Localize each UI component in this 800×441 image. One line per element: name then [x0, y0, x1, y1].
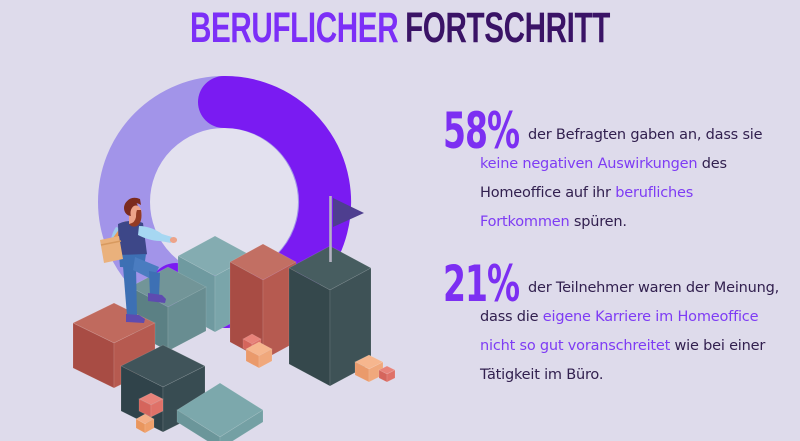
cube-flat-slab — [176, 382, 264, 441]
stat-text-21: der Teilnehmer waren der Meinung, dass d… — [480, 274, 788, 390]
person-left-shoe — [148, 293, 166, 303]
person-hair-quiff — [125, 197, 141, 208]
stat-percent-58: 58% — [443, 102, 520, 160]
isometric-blocks — [72, 196, 396, 441]
cube-dark-teal — [120, 344, 206, 433]
stat-58-line-4: Fortkommen spüren. — [480, 214, 627, 230]
cube-small-pink — [138, 392, 164, 418]
cube-tower — [288, 245, 372, 387]
stat-21-line-4: Tätigkeit im Büro. — [480, 367, 604, 383]
stat-58-line-1: der Befragten gaben an, dass sie — [528, 127, 763, 143]
donut-inner-disc — [149, 127, 299, 277]
stat-block-58: 58% der Befragten gaben an, dass sie kei… — [443, 106, 788, 237]
page-title: BERUFLICHER FORTSCHRITT — [96, 4, 704, 52]
cube-orange-tower-base — [354, 354, 384, 383]
stat-text-58: der Befragten gaben an, dass sie keine n… — [480, 121, 788, 237]
person-beard — [129, 210, 142, 227]
flag-group — [329, 196, 364, 262]
person-hand — [169, 237, 178, 243]
stat-21-line-3: nicht so gut voranschreitet wie bei eine… — [480, 338, 766, 354]
title-word-dark: FORTSCHRITT — [405, 4, 610, 52]
person-bag-flap — [100, 240, 122, 246]
title-word-accent: BERUFLICHER — [189, 4, 399, 52]
stat-21-line-2: dass die eigene Karriere im Homeoffice — [480, 309, 759, 325]
person-right-arm — [138, 226, 172, 243]
cube-small-orange — [245, 341, 273, 369]
person-right-shoe — [126, 314, 145, 323]
stat-percent-21: 21% — [443, 255, 520, 313]
cube-red-tower-base — [378, 365, 396, 383]
stat-58-line-3: Homeoffice auf ihr berufliches — [480, 185, 694, 201]
flag-pennant — [333, 198, 364, 227]
cube-small-peach — [135, 413, 155, 434]
person-bag — [100, 236, 123, 263]
stat-block-21: 21% der Teilnehmer waren der Meinung, da… — [443, 259, 788, 390]
cube-red-tall — [229, 243, 297, 361]
person-left-shin — [149, 271, 160, 297]
flag-pole — [329, 196, 332, 262]
stat-58-line-2: keine negativen Auswirkungen des — [480, 156, 727, 172]
person-right-leg — [123, 266, 137, 316]
climbing-person — [100, 197, 178, 323]
stat-21-line-1: der Teilnehmer waren der Meinung, — [528, 280, 780, 296]
